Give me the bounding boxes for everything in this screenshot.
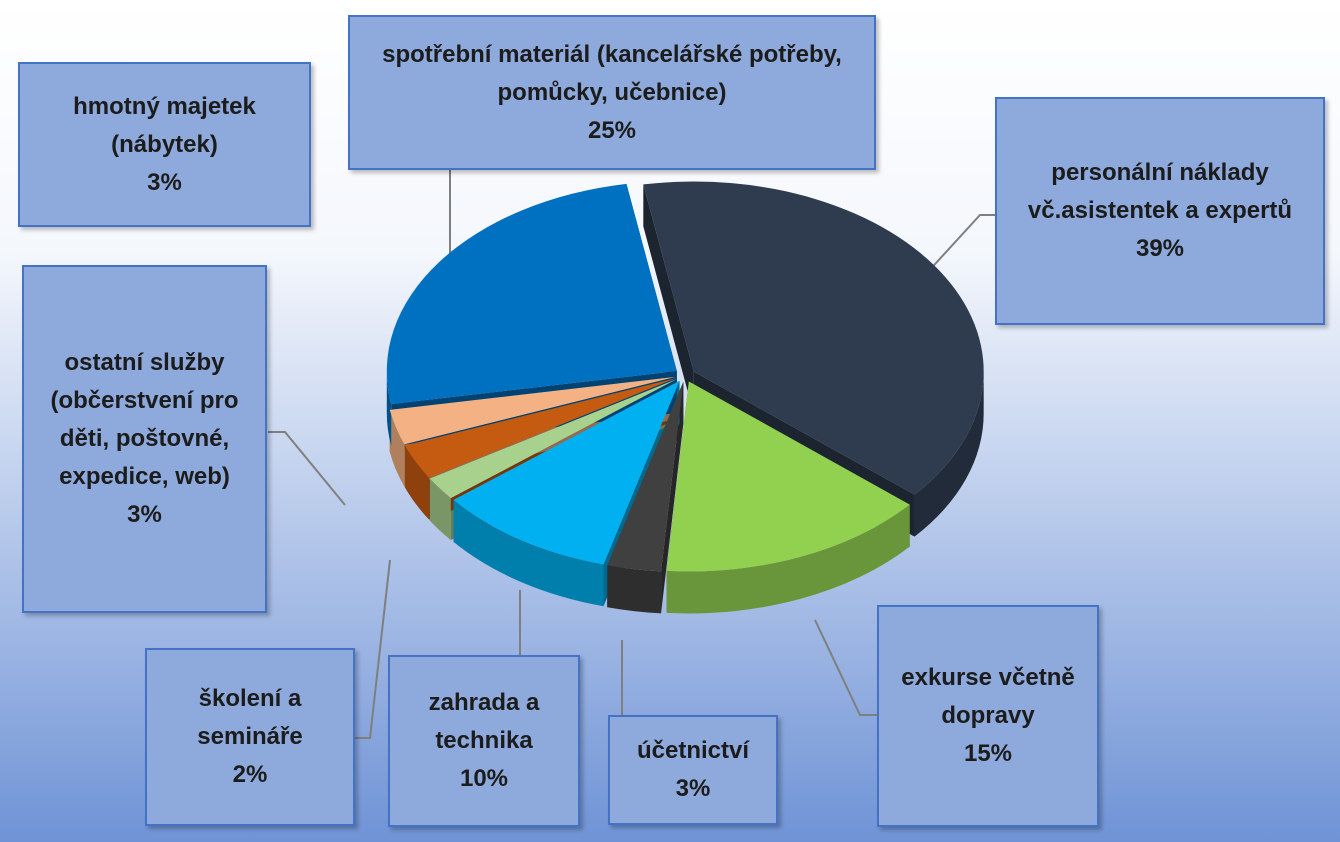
slice xyxy=(643,181,984,495)
slice xyxy=(607,381,684,572)
data-label-box: spotřební materiál (kancelářské potřeby,… xyxy=(348,15,876,170)
value-label: 3% xyxy=(147,168,182,196)
data-label-box: zahrada a technika 10% xyxy=(388,655,580,827)
slice-wall xyxy=(453,499,604,607)
slice-tops xyxy=(386,181,984,572)
slice xyxy=(404,378,677,478)
data-label-box: hmotný majetek (nábytek) 3% xyxy=(18,62,311,227)
leader-line xyxy=(814,619,877,716)
category-label: hmotný majetek (nábytek) xyxy=(73,92,256,158)
slice xyxy=(386,183,677,404)
category-label: spotřební materiál (kancelářské potřeby,… xyxy=(382,40,842,106)
data-label-box: personální náklady vč.asistentek a exper… xyxy=(995,97,1325,325)
data-label-box: exkurse včetně dopravy 15% xyxy=(877,605,1099,827)
slice-wall xyxy=(389,409,405,487)
category-label: účetnictví xyxy=(636,737,750,764)
category-label: ostatní služby (občerstvení pro děti, po… xyxy=(50,349,239,490)
value-label: 15% xyxy=(963,740,1013,767)
slice-wall xyxy=(386,370,392,446)
slice-walls xyxy=(386,370,984,614)
data-label-box: ostatní služby (občerstvení pro děti, po… xyxy=(22,265,267,613)
value-label: 3% xyxy=(127,501,162,528)
leader-line xyxy=(268,431,346,506)
slice-wall xyxy=(429,478,451,541)
slice-wall xyxy=(607,565,662,614)
slice-wall xyxy=(666,504,910,614)
category-label: zahrada a technika xyxy=(428,689,540,754)
slice xyxy=(666,381,910,572)
value-label: 25% xyxy=(587,116,637,144)
value-label: 3% xyxy=(675,775,711,802)
value-label: 2% xyxy=(232,761,268,788)
category-label: personální náklady vč.asistentek a exper… xyxy=(1027,159,1293,224)
category-label: exkurse včetně dopravy xyxy=(901,664,1075,729)
slice-cut-face xyxy=(643,184,694,414)
slice xyxy=(389,376,676,445)
leader-line xyxy=(924,214,995,276)
value-label: 10% xyxy=(459,765,509,792)
data-label-box: účetnictví 3% xyxy=(608,715,778,825)
slice-cut-face xyxy=(661,381,684,614)
data-label-box: školení a semináře 2% xyxy=(145,648,355,826)
slice xyxy=(429,379,677,499)
slice xyxy=(453,380,680,565)
category-label: školení a semináře xyxy=(197,685,303,750)
value-label: 39% xyxy=(1135,235,1185,262)
leader-line xyxy=(355,559,391,739)
slice-wall xyxy=(404,445,430,520)
slice-wall xyxy=(914,371,984,537)
